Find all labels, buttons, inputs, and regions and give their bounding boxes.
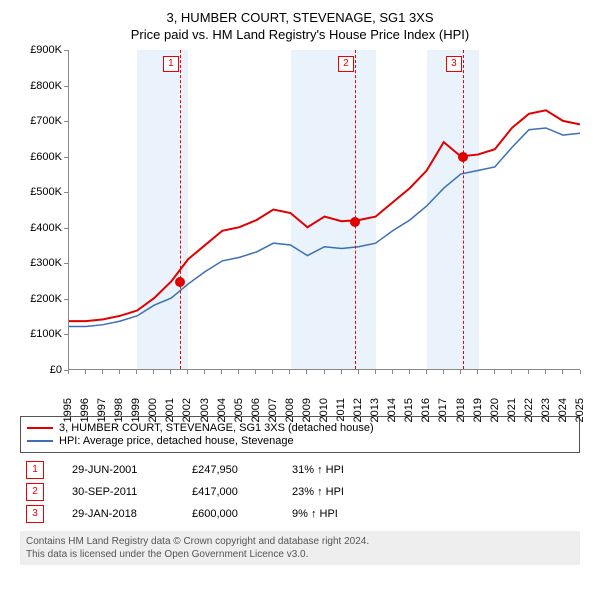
x-axis-label: 2004 [216, 398, 228, 422]
sales-row-number: 2 [26, 483, 44, 501]
sales-row: 2 30-SEP-2011£417,00023% ↑ HPI [20, 481, 580, 503]
chart-container: 123 £0£100K£200K£300K£400K£500K£600K£700… [20, 50, 580, 410]
footer-line1: Contains HM Land Registry data © Crown c… [26, 535, 574, 548]
y-axis-label: £400K [20, 222, 62, 234]
x-axis-label: 2024 [557, 398, 569, 422]
x-axis-label: 2005 [233, 398, 245, 422]
y-axis-label: £900K [20, 44, 62, 56]
sales-row-date: 29-JUN-2001 [72, 464, 192, 476]
sales-row-number: 1 [26, 461, 44, 479]
sale-marker-dot [350, 217, 360, 227]
sales-table: 1 29-JUN-2001£247,95031% ↑ HPI 2 30-SEP-201… [20, 459, 580, 525]
x-axis-label: 2012 [352, 398, 364, 422]
chart-series-line [69, 110, 580, 321]
sales-row-number: 3 [26, 505, 44, 523]
x-axis-label: 1997 [96, 398, 108, 422]
sale-marker-line: 1 [180, 50, 181, 369]
legend-row: 3, HUMBER COURT, STEVENAGE, SG1 3XS (det… [27, 422, 573, 434]
sales-row-pct: 31% ↑ HPI [292, 464, 402, 476]
x-axis-label: 2016 [420, 398, 432, 422]
legend-label: HPI: Average price, detached house, Stev… [59, 435, 294, 447]
x-axis-label: 2019 [472, 398, 484, 422]
x-axis-label: 2003 [199, 398, 211, 422]
x-axis-label: 2020 [489, 398, 501, 422]
x-axis-label: 1999 [130, 398, 142, 422]
y-axis-label: £100K [20, 328, 62, 340]
x-axis-label: 2014 [386, 398, 398, 422]
x-axis-label: 2025 [574, 398, 586, 422]
legend-swatch [27, 440, 53, 442]
y-axis-label: £700K [20, 115, 62, 127]
x-axis-label: 1998 [113, 398, 125, 422]
x-axis-label: 2001 [164, 398, 176, 422]
sale-marker-dot [175, 277, 185, 287]
legend-label: 3, HUMBER COURT, STEVENAGE, SG1 3XS (det… [59, 422, 374, 434]
x-axis-label: 1995 [62, 398, 74, 422]
chart-title-address: 3, HUMBER COURT, STEVENAGE, SG1 3XS [8, 10, 592, 25]
x-axis-label: 2009 [301, 398, 313, 422]
chart-title-sub: Price paid vs. HM Land Registry's House … [8, 27, 592, 42]
x-axis-label: 2018 [455, 398, 467, 422]
y-axis-label: £600K [20, 151, 62, 163]
x-axis-label: 2002 [181, 398, 193, 422]
sales-row-pct: 23% ↑ HPI [292, 486, 402, 498]
attribution-footer: Contains HM Land Registry data © Crown c… [20, 531, 580, 565]
x-axis-label: 2007 [267, 398, 279, 422]
sales-row-price: £247,950 [192, 464, 292, 476]
x-axis-label: 2008 [284, 398, 296, 422]
y-axis-label: £200K [20, 293, 62, 305]
sales-row-pct: 9% ↑ HPI [292, 508, 402, 520]
sale-marker-number: 2 [338, 56, 354, 72]
chart-series-line [69, 128, 580, 326]
sales-row-price: £600,000 [192, 508, 292, 520]
sale-marker-number: 3 [446, 56, 462, 72]
x-axis-label: 2017 [437, 398, 449, 422]
sales-row-date: 29-JAN-2018 [72, 508, 192, 520]
sales-row: 1 29-JUN-2001£247,95031% ↑ HPI [20, 459, 580, 481]
chart-plot-area: 123 [68, 50, 580, 370]
x-axis-label: 2000 [147, 398, 159, 422]
footer-line2: This data is licensed under the Open Gov… [26, 548, 574, 561]
legend-row: HPI: Average price, detached house, Stev… [27, 435, 573, 447]
x-axis-label: 2011 [335, 398, 347, 422]
sale-marker-dot [458, 152, 468, 162]
y-axis-label: £800K [20, 80, 62, 92]
y-axis-label: £500K [20, 186, 62, 198]
sales-row: 3 29-JAN-2018£600,0009% ↑ HPI [20, 503, 580, 525]
chart-lines-svg [69, 50, 580, 369]
y-axis-label: £0 [20, 364, 62, 376]
legend-swatch [27, 427, 53, 429]
x-axis-label: 2023 [540, 398, 552, 422]
y-axis-label: £300K [20, 257, 62, 269]
sales-row-date: 30-SEP-2011 [72, 486, 192, 498]
sale-marker-number: 1 [163, 56, 179, 72]
x-axis-label: 2022 [523, 398, 535, 422]
sales-row-price: £417,000 [192, 486, 292, 498]
x-axis-label: 2006 [250, 398, 262, 422]
x-axis-label: 2021 [506, 398, 518, 422]
sale-marker-line: 3 [463, 50, 464, 369]
x-axis-label: 2013 [369, 398, 381, 422]
x-axis-label: 2010 [318, 398, 330, 422]
x-axis-label: 1996 [79, 398, 91, 422]
sale-marker-line: 2 [355, 50, 356, 369]
x-axis-label: 2015 [403, 398, 415, 422]
